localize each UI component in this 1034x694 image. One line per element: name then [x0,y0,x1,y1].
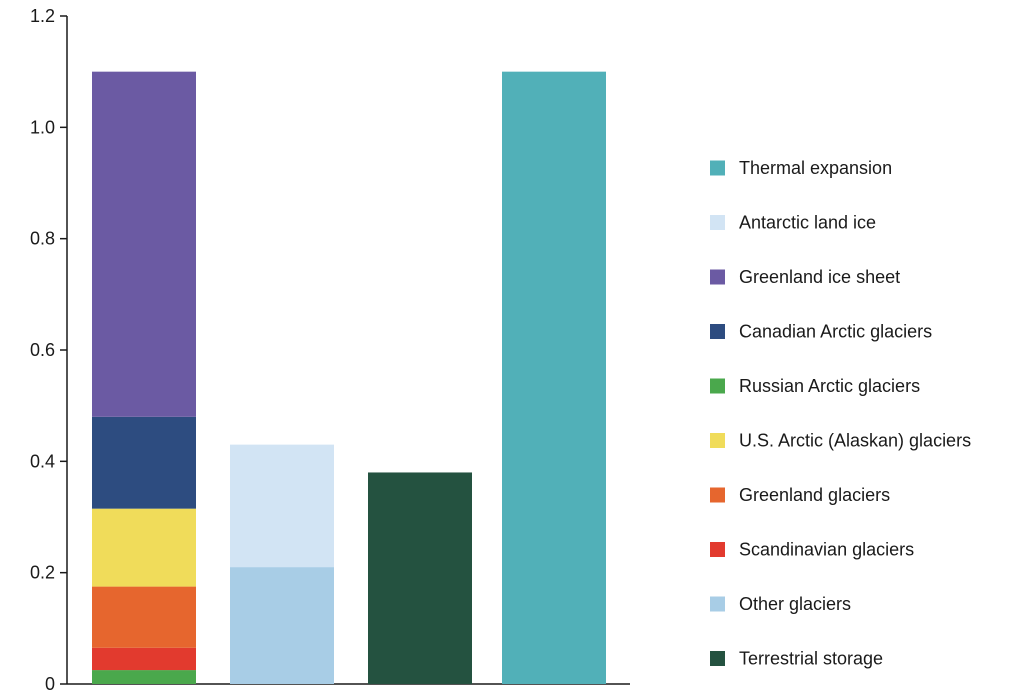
legend-label-canadian-arctic-glaciers: Canadian Arctic glaciers [739,322,932,342]
y-tick-label: 0 [45,674,55,694]
bar-segment-other-glaciers [230,567,334,684]
legend-swatch-canadian-arctic-glaciers [710,324,725,339]
bar-segment-greenland-glaciers [92,586,196,648]
legend-label-other-glaciers: Other glaciers [739,594,851,614]
y-tick-label: 0.8 [30,229,55,249]
y-tick-label: 0.6 [30,340,55,360]
legend-label-u-s-arctic-alaskan-glaciers: U.S. Arctic (Alaskan) glaciers [739,431,971,451]
legend-label-greenland-ice-sheet: Greenland ice sheet [739,267,900,287]
legend-label-antarctic-land-ice: Antarctic land ice [739,213,876,233]
bar-segment-thermal-expansion [502,71,606,684]
y-tick-label: 1.0 [30,117,55,137]
bar-stacks [92,71,606,684]
bar-segment-russian-arctic-glaciers [92,670,196,684]
bar-segment-greenland-ice-sheet [92,71,196,417]
bar-segment-antarctic-land-ice [230,444,334,568]
legend-swatch-russian-arctic-glaciers [710,378,725,394]
legend-label-greenland-glaciers: Greenland glaciers [739,485,890,505]
legend-swatch-greenland-ice-sheet [710,269,725,285]
legend-swatch-u-s-arctic-alaskan-glaciers [710,433,725,448]
y-tick-label: 0.4 [30,451,55,471]
legend-swatch-other-glaciers [710,596,725,612]
legend-swatch-greenland-glaciers [710,487,725,503]
legend-swatch-antarctic-land-ice [710,215,725,230]
bar-segment-terrestrial-storage [368,472,472,684]
legend-swatch-scandinavian-glaciers [710,542,725,557]
legend-swatch-terrestrial-storage [710,651,725,666]
legend-label-russian-arctic-glaciers: Russian Arctic glaciers [739,376,920,396]
legend: Thermal expansion Antarctic land ice Green… [710,158,971,669]
legend-label-terrestrial-storage: Terrestrial storage [739,649,883,669]
bar-segment-scandinavian-glaciers [92,647,196,671]
y-tick-label: 0.2 [30,563,55,583]
bar-segment-u-s-arctic-alaskan-glaciers [92,508,196,587]
legend-label-scandinavian-glaciers: Scandinavian glaciers [739,540,914,560]
legend-label-thermal-expansion: Thermal expansion [739,158,892,178]
y-tick-label: 1.2 [30,6,55,26]
legend-swatch-thermal-expansion [710,160,725,176]
bar-segment-canadian-arctic-glaciers [92,416,196,509]
